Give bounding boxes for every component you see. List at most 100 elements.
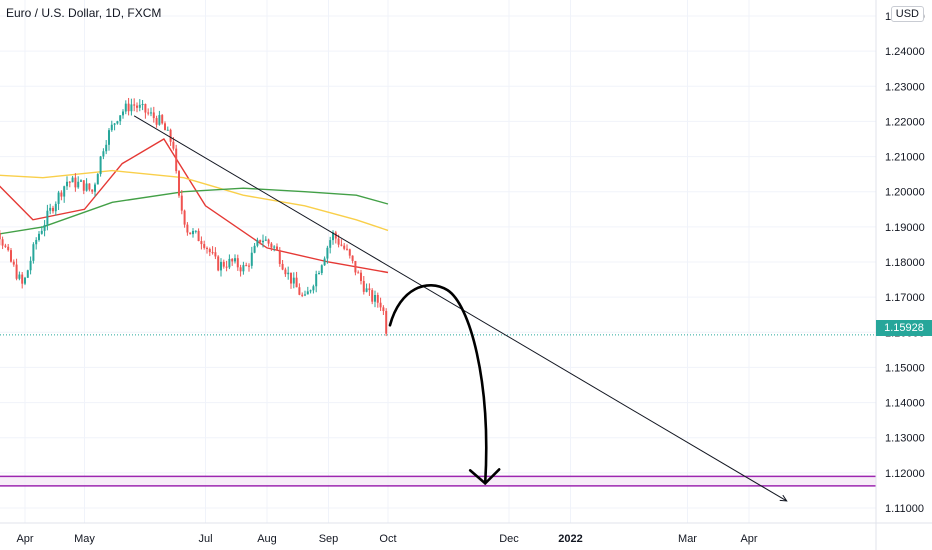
trendline-arrowhead	[779, 494, 788, 502]
candle-body	[317, 273, 320, 275]
candle-body	[91, 189, 94, 192]
candle-body	[96, 174, 99, 185]
candle-body	[4, 245, 7, 247]
chart-title: Euro / U.S. Dollar, 1D, FXCM	[6, 6, 162, 20]
support-zone	[0, 334, 876, 487]
candle-body	[57, 192, 60, 204]
candle-body	[152, 112, 155, 119]
candle-body	[130, 104, 133, 112]
candle-body	[37, 233, 40, 240]
candle-body	[60, 192, 63, 197]
candle-body	[121, 111, 124, 116]
candle-body	[205, 247, 208, 249]
candle-body	[82, 180, 85, 191]
candle-body	[43, 224, 46, 231]
candle-body	[180, 195, 183, 211]
candle-body	[40, 230, 43, 234]
candle-body	[200, 241, 203, 245]
candle-body	[166, 129, 169, 131]
candle-body	[379, 302, 382, 308]
candle-body	[51, 207, 54, 212]
y-tick-label: 1.12000	[885, 468, 925, 480]
support-zone-fill	[0, 476, 876, 486]
y-tick-label: 1.19000	[885, 222, 925, 234]
candle-body	[337, 238, 340, 245]
currency-button[interactable]: USD	[890, 6, 924, 22]
candle-body	[323, 258, 326, 266]
candle-body	[138, 104, 141, 108]
candle-body	[225, 266, 228, 268]
candle-body	[110, 124, 113, 131]
candle-body	[68, 181, 71, 183]
candle-body	[172, 141, 175, 149]
candle-body	[312, 286, 315, 291]
candle-body	[250, 252, 253, 266]
grid	[0, 0, 876, 523]
candle-body	[368, 288, 371, 291]
candle-body	[191, 230, 194, 235]
y-tick-label: 1.15000	[885, 362, 925, 374]
candle-body	[79, 180, 82, 182]
moving-average-line	[0, 138, 389, 274]
candle-body	[315, 274, 318, 287]
candle-body	[351, 255, 354, 261]
candle-body	[357, 272, 360, 274]
y-tick-label: 1.18000	[885, 257, 925, 269]
candle-body	[219, 261, 222, 271]
candle-body	[18, 274, 21, 279]
candle-body	[1, 239, 4, 246]
x-tick-label: Mar	[678, 533, 697, 545]
candle-body	[239, 267, 242, 272]
candle-body	[247, 265, 250, 267]
candle-body	[385, 311, 388, 334]
candle-body	[267, 239, 270, 244]
x-tick-label: May	[74, 533, 95, 545]
candle-body	[289, 272, 292, 284]
candle-body	[99, 156, 102, 175]
candle-body	[373, 295, 376, 302]
moving-average-line	[0, 169, 389, 232]
candle-body	[65, 181, 68, 187]
candle-body	[63, 186, 66, 197]
candle-body	[233, 258, 236, 262]
candle-body	[124, 103, 127, 112]
y-tick-label: 1.17000	[885, 292, 925, 304]
candle-body	[245, 265, 248, 267]
candle-body	[382, 307, 385, 312]
candle-body	[197, 230, 200, 242]
candle-body	[85, 183, 88, 191]
candle-body	[359, 272, 362, 281]
candle-body	[46, 210, 49, 225]
candle-body	[23, 277, 26, 284]
candle-body	[275, 246, 278, 251]
candle-body	[183, 210, 186, 225]
candle-body	[177, 171, 180, 196]
candle-body	[144, 104, 147, 113]
x-tick-label: Apr	[16, 533, 33, 545]
candle-body	[116, 121, 119, 124]
candle-body	[133, 104, 136, 106]
candle-body	[119, 115, 122, 122]
candle-body	[77, 181, 80, 188]
candle-body	[348, 249, 351, 256]
candle-body	[74, 177, 77, 188]
candle-body	[362, 280, 365, 292]
candle-body	[295, 277, 298, 288]
candle-body	[303, 294, 306, 296]
candle-body	[331, 232, 334, 241]
candle-body	[217, 256, 220, 271]
candle-body	[107, 130, 110, 145]
drawings	[133, 115, 788, 502]
y-tick-label: 1.14000	[885, 398, 925, 410]
candle-body	[306, 291, 309, 295]
candle-body	[88, 183, 91, 190]
candle-body	[278, 250, 281, 264]
candle-body	[343, 245, 346, 249]
candle-body	[334, 232, 337, 239]
candle-body	[228, 258, 231, 268]
candle-body	[253, 245, 256, 253]
projection-arrowhead	[468, 468, 501, 486]
x-tick-label: Jul	[198, 533, 212, 545]
candle-body	[147, 112, 150, 114]
